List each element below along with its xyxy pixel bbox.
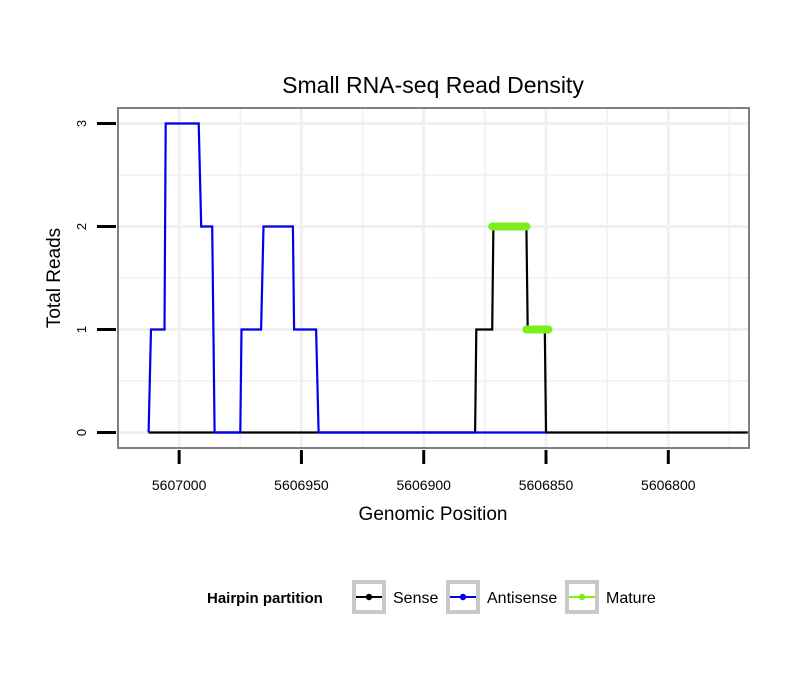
legend-item-antisense: Antisense [446,580,557,614]
legend-point-sense [365,593,373,601]
legend-label-mature: Mature [606,590,656,607]
plot-panel: 5607000 5606950 5606900 5606850 5606800 0 1 2 3 [74,107,750,493]
x-tick-label: 5606800 [641,477,696,493]
legend-item-sense: Sense [352,580,438,614]
y-tick-label: 1 [74,326,89,333]
x-axis-label: Genomic Position [359,504,508,525]
x-tick-label: 5607000 [152,477,207,493]
panel-border [117,107,750,449]
legend-label-antisense: Antisense [487,590,557,607]
chart-title: Small RNA-seq Read Density [282,72,584,98]
y-tick-label: 2 [74,223,89,230]
y-tick-label: 3 [74,120,89,127]
x-tick-label: 5606850 [519,477,574,493]
series-line-antisense [147,122,546,434]
x-tick-label: 5606950 [274,477,329,493]
legend-title: Hairpin partition [207,590,323,607]
legend-label-sense: Sense [393,590,438,607]
legend-point-mature [578,593,586,601]
legend: Hairpin partition Sense Antisense Mature [207,580,656,614]
legend-point-antisense [459,593,467,601]
y-tick-label: 0 [74,429,89,436]
y-axis-label: Total Reads [44,228,65,328]
x-tick-label: 5606900 [396,477,451,493]
legend-item-mature: Mature [565,580,656,614]
